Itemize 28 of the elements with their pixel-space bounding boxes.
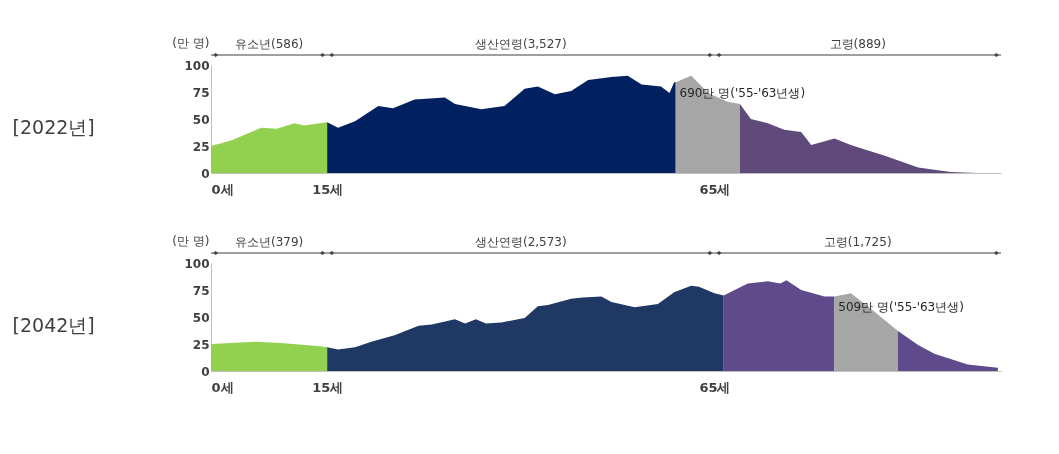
x-tick-label: 0세 — [211, 379, 234, 395]
y-axis-title: (만 명) — [172, 35, 210, 50]
x-tick-label: 65세 — [699, 379, 731, 395]
annotation: 509만 명('55-'63년생) — [838, 300, 964, 315]
y-tick-label: 50 — [192, 112, 210, 127]
y-tick-label: 75 — [192, 283, 210, 298]
text: 생산연령(3,527) — [474, 37, 567, 51]
text: 고령(889) — [829, 37, 886, 51]
y-tick-label: 0 — [201, 364, 210, 379]
x-tick-label: 65세 — [699, 181, 731, 197]
y-tick-label: 75 — [192, 85, 210, 100]
text: 유소년(586) — [234, 37, 304, 51]
x-tick-label: 0세 — [211, 181, 234, 197]
y-tick-label: 50 — [192, 310, 210, 325]
y-tick-label: 25 — [192, 337, 210, 352]
y-tick-label: 100 — [184, 58, 210, 73]
text: 유소년(379) — [234, 235, 304, 249]
y-tick-label: 100 — [184, 256, 210, 271]
text: [2042년] — [12, 314, 95, 336]
x-tick-label: 15세 — [312, 379, 344, 395]
x-tick-label: 15세 — [312, 181, 344, 197]
y-tick-label: 0 — [201, 166, 210, 181]
annotation: 690만 명('55-'63년생) — [679, 86, 806, 101]
text: 고령(1,725) — [823, 235, 892, 249]
text: [2022년] — [12, 116, 95, 138]
text: 생산연령(2,573) — [474, 235, 567, 249]
y-axis-title: (만 명) — [172, 233, 210, 248]
y-tick-label: 25 — [192, 139, 210, 154]
